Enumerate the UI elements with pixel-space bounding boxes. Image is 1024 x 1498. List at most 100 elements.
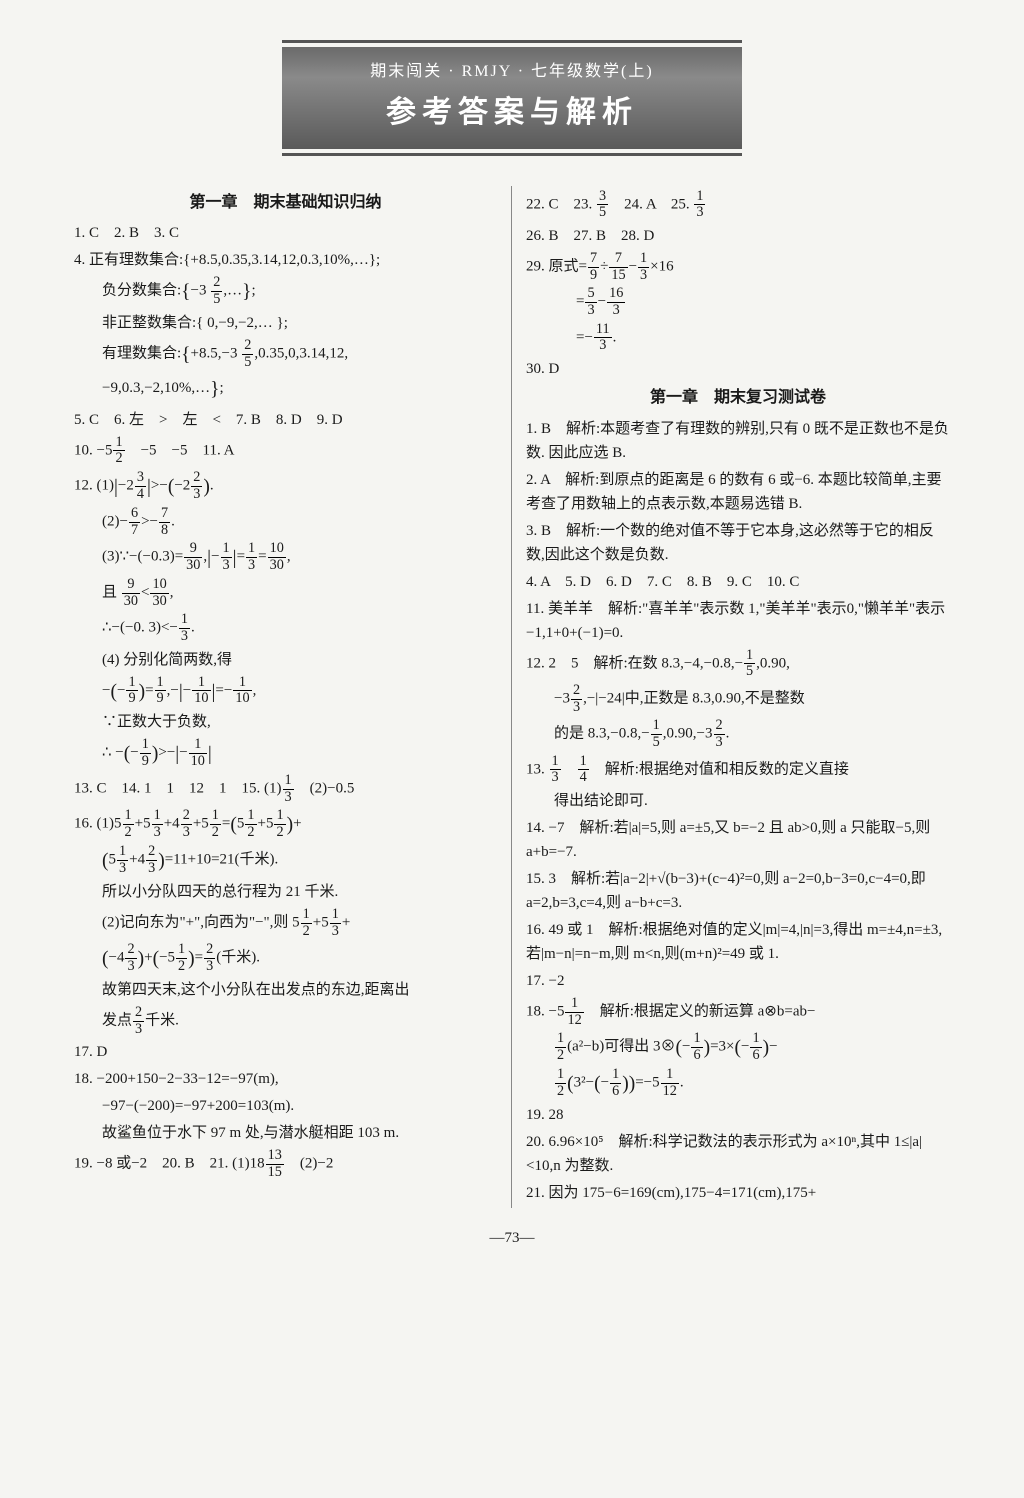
t: . xyxy=(171,513,175,529)
frac: 930 xyxy=(122,577,140,609)
text-line: (2)记向东为"+",向西为"−",则 512+513+ xyxy=(74,907,497,939)
frac: 23 xyxy=(125,942,136,974)
t: 解析:根据绝对值和相反数的定义直接 xyxy=(590,761,849,777)
frac: 23 xyxy=(204,942,215,974)
text-line: 4. 正有理数集合:{+8.5,0.35,3.14,12,0.3,10%,…}; xyxy=(74,248,497,272)
text-line: 发点23千米. xyxy=(74,1005,497,1037)
frac: 12 xyxy=(274,808,285,840)
t: (千米). xyxy=(216,950,260,966)
text-line: 4. A 5. D 6. D 7. C 8. B 9. C 10. C xyxy=(526,570,950,594)
frac: 78 xyxy=(159,506,170,538)
t: >− xyxy=(141,513,158,529)
text-line: =53−163 xyxy=(526,286,950,318)
t: − xyxy=(682,1039,690,1055)
text-line: ∴−(−0. 3)<−13. xyxy=(74,612,497,644)
frac: 12 xyxy=(113,435,124,467)
t: ,0.90,−3 xyxy=(663,726,713,742)
text-line: 16. 49 或 1 解析:根据绝对值的定义|m|=4,|n|=3,得出 m=±… xyxy=(526,918,950,966)
t: − xyxy=(117,682,125,698)
t: ∴−(−0. 3)<− xyxy=(102,620,178,636)
t: 且 xyxy=(102,585,121,601)
frac: 715 xyxy=(609,251,627,283)
t: (2)−0.5 xyxy=(295,781,355,797)
frac: 12 xyxy=(123,808,134,840)
t: −3 xyxy=(554,691,570,707)
t: +5 xyxy=(258,816,274,832)
text-line: 的是 8.3,−0.8,−15,0.90,−323. xyxy=(526,718,950,750)
frac: 12 xyxy=(555,1067,566,1099)
frac: 13 xyxy=(638,251,649,283)
t: . xyxy=(613,329,617,345)
text-line: −323,−|−24|中,正数是 8.3,0.90,不是整数 xyxy=(526,683,950,715)
t: ∴ − xyxy=(102,745,124,761)
t: ,0.35,0,3.14,12, xyxy=(254,346,348,362)
t: 19. −8 或−2 20. B 21. (1)18 xyxy=(74,1156,265,1172)
text-line: 10. −512 −5 −5 11. A xyxy=(74,435,497,467)
frac: 25 xyxy=(242,338,253,370)
frac: 67 xyxy=(129,506,140,538)
t: +5 xyxy=(135,816,151,832)
t: (2)记向东为"+",向西为"−",则 5 xyxy=(102,914,300,930)
t: , xyxy=(287,549,291,565)
frac: 13 xyxy=(152,808,163,840)
frac: 12 xyxy=(245,808,256,840)
t: ,− xyxy=(167,682,179,698)
text-line: −97−(−200)=−97+200=103(m). xyxy=(74,1094,497,1118)
text-line: 21. 因为 175−6=169(cm),175−4=171(cm),175+ xyxy=(526,1181,950,1205)
text-line: 有理数集合:{+8.5,−3 25,0.35,0,3.14,12, xyxy=(74,338,497,371)
section-title: 第一章 期末基础知识归纳 xyxy=(74,190,497,216)
brace: { xyxy=(181,282,190,303)
banner-title: 参考答案与解析 xyxy=(302,89,722,137)
t: −5 xyxy=(159,950,175,966)
text-line: 13. 13 14 解析:根据绝对值和相反数的定义直接 xyxy=(526,754,950,786)
t: −9,0.3,−2,10%,… xyxy=(102,380,210,396)
t: + xyxy=(144,950,152,966)
text-line: 5. C 6. 左 > 左 < 7. B 8. D 9. D xyxy=(74,408,497,432)
t: −4 xyxy=(109,950,125,966)
brace: } xyxy=(210,379,219,400)
frac: 13 xyxy=(179,612,190,644)
text-line: (2)−67>−78. xyxy=(74,506,497,538)
text-line: 得出结论即可. xyxy=(526,789,950,813)
text-line: 30. D xyxy=(526,357,950,381)
text-line: (−423)+(−512)=23(千米). xyxy=(74,942,497,975)
frac: 13 xyxy=(330,907,341,939)
t: 16. (1)5 xyxy=(74,816,122,832)
text-line: 1. B 解析:本题考查了有理数的辨别,只有 0 既不是正数也不是负数. 因此应… xyxy=(526,417,950,465)
t: (3)∵−(−0.3)= xyxy=(102,549,183,565)
text-line: 故鲨鱼位于水下 97 m 处,与潜水艇相距 103 m. xyxy=(74,1121,497,1145)
frac: 16 xyxy=(691,1031,702,1063)
t: − xyxy=(211,549,219,565)
t: ,−|−24|中,正数是 8.3,0.90,不是整数 xyxy=(583,691,805,707)
frac: 12 xyxy=(555,1031,566,1063)
t: . xyxy=(191,620,195,636)
t: = xyxy=(195,950,203,966)
frac: 110 xyxy=(233,675,251,707)
t: + xyxy=(342,914,350,930)
t: . xyxy=(726,726,730,742)
frac: 19 xyxy=(126,675,137,707)
frac: 13 xyxy=(550,754,561,786)
t: 有理数集合: xyxy=(102,346,181,362)
text-line: 3. B 解析:一个数的绝对值不等于它本身,这必然等于它的相反数,因此这个数是负… xyxy=(526,519,950,567)
text-line: 26. B 27. B 28. D xyxy=(526,224,950,248)
t: − xyxy=(130,745,138,761)
text-line: 19. 28 xyxy=(526,1103,950,1127)
text-line: 故第四天末,这个小分队在出发点的东边,距离出 xyxy=(74,978,497,1002)
section-title: 第一章 期末复习测试卷 xyxy=(526,385,950,411)
text-line: 29. 原式=79÷715−13×16 xyxy=(526,251,950,283)
text-line: 非正整数集合:{ 0,−9,−2,… }; xyxy=(74,311,497,335)
frac: 23 xyxy=(191,470,202,502)
text-line: 16. (1)512+513+423+512=(512+512)+ xyxy=(74,808,497,841)
title-banner: 期末闯关 · RMJY · 七年级数学(上) 参考答案与解析 xyxy=(282,40,742,156)
t: 负分数集合: xyxy=(102,283,181,299)
frac: 35 xyxy=(597,189,608,221)
frac: 12 xyxy=(301,907,312,939)
frac: 110 xyxy=(189,737,207,769)
abs: | xyxy=(208,744,212,765)
t: . xyxy=(210,478,214,494)
t: +4 xyxy=(164,816,180,832)
frac: 113 xyxy=(594,322,612,354)
t: 12. 2 5 解析:在数 8.3,−4,−0.8,− xyxy=(526,655,743,671)
t: +4 xyxy=(129,852,145,868)
